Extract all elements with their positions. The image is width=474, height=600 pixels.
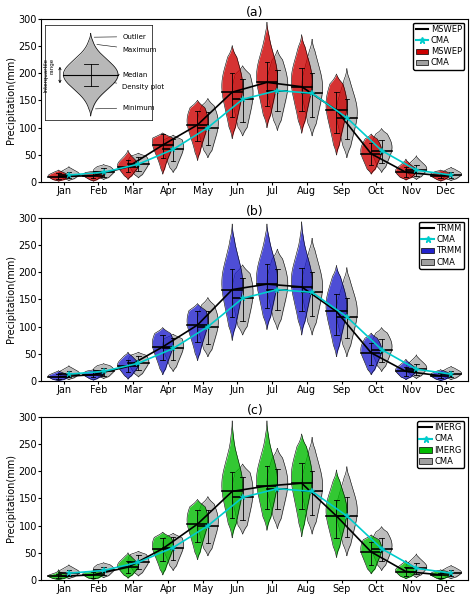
Legend: MSWEP, CMA, MSWEP, CMA: MSWEP, CMA, MSWEP, CMA: [413, 23, 464, 70]
Title: (a): (a): [246, 5, 264, 19]
Legend: TRMM, CMA, TRMM, CMA: TRMM, CMA, TRMM, CMA: [419, 222, 464, 269]
Title: (b): (b): [246, 205, 264, 218]
Y-axis label: Precipitation(mm): Precipitation(mm): [6, 454, 16, 542]
Y-axis label: Precipitation(mm): Precipitation(mm): [6, 56, 16, 145]
Y-axis label: Precipitation(mm): Precipitation(mm): [6, 256, 16, 343]
Legend: IMERG, CMA, IMERG, CMA: IMERG, CMA, IMERG, CMA: [417, 421, 464, 468]
Title: (c): (c): [246, 404, 263, 417]
